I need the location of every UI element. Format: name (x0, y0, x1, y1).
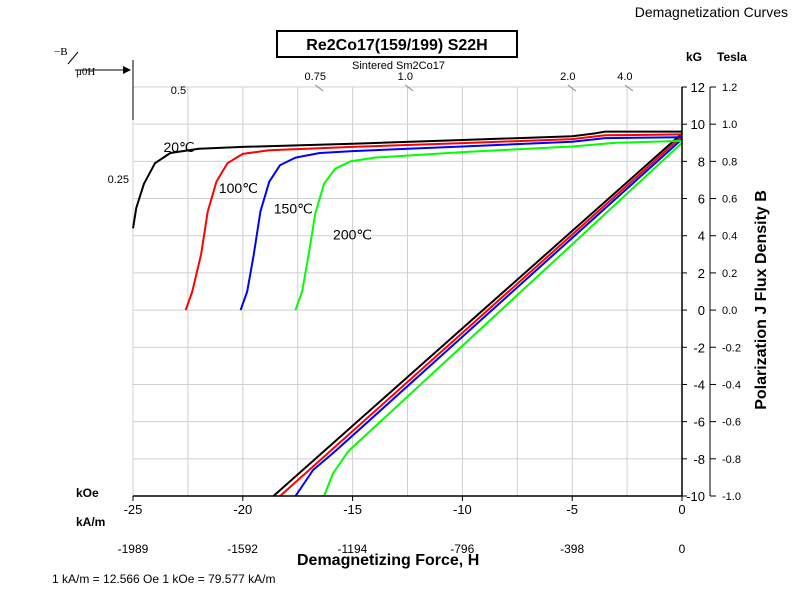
series-label: 200℃ (333, 226, 372, 242)
load-line-tick (405, 84, 414, 92)
load-line-tick (314, 84, 324, 92)
unit-conversion-note: 1 kA/m = 12.566 Oe 1 kOe = 79.577 kA/m (52, 572, 276, 586)
curve-j (239, 136, 683, 311)
x-tick-label-kam: 0 (679, 542, 686, 556)
load-line-tick (624, 84, 634, 92)
x-tick-label-kam: -1194 (338, 542, 368, 556)
y-tick-label-tesla: -0.4 (722, 379, 741, 391)
curve-b (279, 135, 683, 497)
x-tick-label-koe: -20 (233, 502, 252, 517)
y-tick-label-tesla: 1.0 (722, 119, 737, 131)
load-line-label: 0.75 (305, 71, 326, 83)
y-tick-label-tesla: 0.8 (722, 156, 737, 168)
y-tick-label-tesla: -1.0 (722, 491, 741, 503)
y-tick-label-tesla: 0.2 (722, 268, 737, 280)
chart-title: Re2Co17(159/199) S22H (276, 30, 518, 58)
axes-layer (132, 86, 716, 501)
y-tick-label-tesla: -0.2 (722, 342, 741, 354)
load-line-label: 1.0 (398, 71, 413, 83)
mu-h-symbol: μ0H (76, 66, 96, 78)
series-label: 20℃ (163, 139, 194, 155)
y-tick-label-kg: -6 (693, 415, 705, 430)
y-tick-label-kg: 6 (698, 192, 705, 207)
x-tick-label-kam: -1989 (118, 542, 149, 556)
y-tick-label-kg: -4 (693, 377, 705, 392)
curve-j (184, 133, 683, 311)
y-tick-label-kg: 2 (698, 266, 705, 281)
y-tick-label-kg: 4 (698, 229, 705, 244)
x-tick-label-koe: -15 (343, 502, 362, 517)
y-tick-label-tesla: 0.6 (722, 194, 737, 206)
curve-b (294, 138, 683, 497)
x-tick-label-koe: 0 (678, 502, 685, 517)
x-axis-title: Demagnetizing Force, H (297, 552, 480, 569)
y-tick-label-kg: -8 (693, 452, 705, 467)
y-tick-label-kg: 0 (698, 303, 705, 318)
y-tick-label-tesla: -0.8 (722, 454, 741, 466)
header-title: Demagnetization Curves (634, 4, 788, 20)
y-tick-label-kg: -2 (693, 340, 705, 355)
x-tick-label-kam: -398 (560, 542, 584, 556)
y-tick-label-tesla: -0.6 (722, 417, 741, 429)
y-axis-title: Polarization J Flux Density B (753, 190, 770, 410)
mu-axis-slash (67, 51, 79, 65)
chart-subtitle: Sintered Sm2Co17 (352, 60, 445, 72)
tick-labels-layer: -25 -20 -15 -10 -5 0-1989 -1592 -1194 -796 -398 0-… (118, 80, 741, 556)
curve-b (323, 142, 683, 497)
x-tick-label-kam: -796 (450, 542, 474, 556)
y-left-unit: kG (686, 50, 703, 64)
curve-j (132, 130, 682, 229)
load-line-label: 0.5 (171, 85, 186, 97)
load-line-labels: 0.5 0.75 1.0 2.0 4.0 0.25 (108, 71, 634, 186)
y-right-unit: Tesla (717, 50, 747, 64)
load-line-tick (567, 84, 577, 92)
x-tick-label-koe: -5 (566, 502, 578, 517)
x-unit-kam: kA/m (76, 515, 106, 529)
y-tick-label-kg: -10 (686, 489, 705, 504)
minus-b-symbol: −B (54, 46, 68, 58)
series-label: 100℃ (219, 180, 258, 196)
y-tick-label-kg: 8 (698, 154, 705, 169)
curve-j (294, 139, 683, 311)
load-line-label: 4.0 (617, 71, 632, 83)
y-tick-label-tesla: 0.0 (722, 305, 737, 317)
curves-layer: 20℃ 100℃ 150℃ 200℃ (132, 130, 683, 497)
mu-h-axis (67, 51, 134, 120)
x-unit-koe: kOe (76, 486, 99, 500)
curve-b (272, 132, 683, 497)
x-tick-label-koe: -25 (124, 502, 143, 517)
mu-axis-arrow (123, 66, 131, 74)
y-tick-label-tesla: 1.2 (722, 82, 737, 94)
series-label: 150℃ (274, 200, 313, 216)
x-tick-label-kam: -1592 (227, 542, 258, 556)
y-tick-label-kg: 10 (691, 117, 705, 132)
load-line-label: 0.25 (108, 174, 129, 186)
x-tick-label-koe: -10 (453, 502, 472, 517)
y-tick-label-tesla: 0.4 (722, 231, 737, 243)
y-tick-label-kg: 12 (691, 80, 705, 95)
load-line-label: 2.0 (560, 71, 575, 83)
